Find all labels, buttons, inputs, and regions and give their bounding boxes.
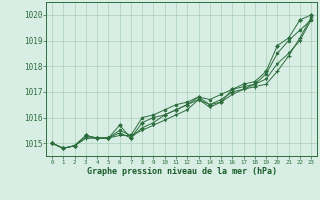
X-axis label: Graphe pression niveau de la mer (hPa): Graphe pression niveau de la mer (hPa) [87,167,276,176]
